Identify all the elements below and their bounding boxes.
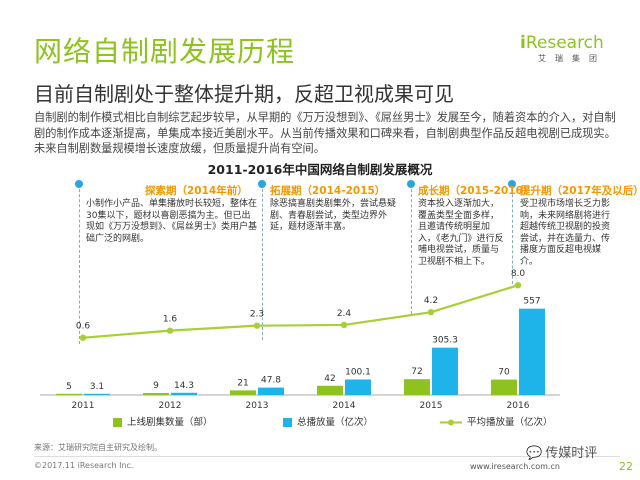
copyright: ©2017.11 iResearch Inc.: [34, 461, 134, 470]
bar-count-value-label: 70: [498, 368, 510, 378]
wechat-icon: 💬: [526, 446, 543, 461]
intro-paragraph: 自制剧的制作模式相比自制综艺起步较早，从早期的《万万没想到》、《屌丝男士》发展至…: [34, 111, 616, 155]
bar-total: [345, 379, 371, 395]
legend-label-count: 上线剧集数量（部）: [127, 417, 213, 428]
legend-item-count: 上线剧集数量（部）: [113, 414, 213, 428]
wechat-watermark: 💬 传媒时评: [526, 442, 597, 461]
website-url: www.iresearch.com.cn: [470, 462, 560, 471]
phase-label-growth: 成长期（2015-2016）: [418, 185, 534, 197]
x-tick-label: 2015: [420, 401, 443, 411]
wechat-account-name: 传媒时评: [545, 446, 598, 461]
bar-total-value-label: 3.1: [90, 382, 104, 392]
bar-total: [432, 347, 458, 395]
bar-count: [404, 379, 430, 395]
phase-marker-dot: [508, 180, 516, 188]
phase-marker-dot: [407, 180, 415, 188]
bar-count: [230, 390, 256, 395]
phase-desc-exploration: 小制作小产品、单集播放时长较短，整体在30集以下，题材以喜剧恶搞为主。但已出现如…: [86, 199, 258, 244]
line-average-value-label: 1.6: [163, 315, 178, 325]
phase-label-exploration: 探索期（2014年前）: [145, 185, 248, 197]
phase-desc-growth: 资本投入逐渐加大，覆盖类型全面多样，且邀请传统明星加入，《老九门》进行反哺电视尝…: [418, 199, 504, 267]
phase-divider-line: [512, 184, 513, 284]
x-tick-label: 2013: [246, 401, 269, 411]
phase-divider-line: [79, 184, 80, 344]
line-average-value-label: 8.0: [511, 269, 526, 279]
line-average-value-label: 4.2: [424, 296, 438, 306]
x-tick-label: 2012: [159, 401, 182, 411]
phase-label-expansion: 拓展期（2014-2015）: [270, 185, 386, 197]
phase-divider-line: [411, 184, 412, 314]
bar-total-value-label: 557: [523, 297, 540, 307]
x-tick-label: 2011: [72, 401, 95, 411]
page-number: 22: [619, 460, 633, 473]
line-point-average: [166, 327, 174, 334]
line-average-value-label: 2.3: [250, 310, 264, 320]
footer-divider: [34, 456, 620, 457]
legend-label-total: 总播放量（亿次）: [297, 417, 374, 428]
bar-count-value-label: 21: [237, 378, 248, 388]
bar-count: [56, 393, 82, 395]
chart-title: 2011-2016年中国网络自制剧发展概况: [207, 162, 433, 177]
phase-label-improvement: 提升期（2017年及以后）: [520, 185, 640, 197]
line-point-average: [340, 321, 348, 329]
phase-desc-expansion: 除恶搞喜剧类剧集外，尝试悬疑剧、青春剧尝试，类型边界外延，题材逐渐丰富。: [270, 199, 397, 232]
logo-cn-text: 艾瑞集团: [538, 54, 606, 63]
bar-count: [317, 385, 343, 395]
line-average-value-label: 2.4: [337, 309, 352, 319]
bar-total-value-label: 47.8: [261, 376, 281, 386]
legend-label-average: 平均播放量（亿次）: [467, 417, 553, 428]
line-point-average: [427, 308, 435, 316]
iresearch-logo: iResearch 艾瑞集团: [520, 33, 620, 64]
legend-swatch-average: [440, 419, 462, 426]
logo-brand-rest: Research: [525, 33, 604, 53]
bar-total-value-label: 100.1: [345, 367, 371, 377]
bar-total: [258, 387, 284, 395]
bar-total: [519, 308, 545, 395]
series-line-average: [82, 284, 519, 339]
logo-brand-prefix: i: [520, 33, 526, 53]
phase-divider-line: [262, 184, 263, 340]
legend-swatch-total: [283, 418, 292, 427]
phase-marker-dot: [75, 180, 83, 188]
source-note: 来源：艾瑞研究院自主研究及绘制。: [34, 443, 162, 452]
bar-total-value-label: 14.3: [174, 381, 194, 391]
legend-item-average: 平均播放量（亿次）: [440, 414, 553, 428]
phase-desc-improvement: 受卫视市场增长乏力影响，未来网络剧将进行超越传统卫视剧的投资尝试，并在选量力、传…: [520, 199, 611, 267]
bar-count-value-label: 5: [66, 382, 72, 392]
legend-item-total: 总播放量（亿次）: [283, 414, 373, 428]
x-tick-label: 2014: [333, 401, 356, 411]
line-point-average: [79, 334, 87, 341]
bar-total: [171, 392, 197, 395]
phase-marker-dot: [258, 180, 266, 188]
bar-total: [84, 393, 110, 395]
bar-count: [491, 379, 517, 395]
bar-total-value-label: 305.3: [432, 336, 458, 346]
x-tick-label: 2016: [507, 401, 530, 411]
line-point-average: [514, 282, 522, 289]
page-subtitle: 目前自制剧处于整体提升期，反超卫视成果可见: [34, 82, 454, 106]
bar-count-value-label: 42: [324, 374, 335, 384]
bar-count-value-label: 9: [153, 381, 159, 391]
line-point-average: [253, 322, 261, 329]
page-title: 网络自制剧发展历程: [34, 35, 296, 68]
bar-count: [143, 393, 169, 395]
line-average-value-label: 0.6: [76, 322, 91, 332]
bar-count-value-label: 72: [411, 367, 422, 377]
legend-swatch-count: [113, 418, 122, 427]
